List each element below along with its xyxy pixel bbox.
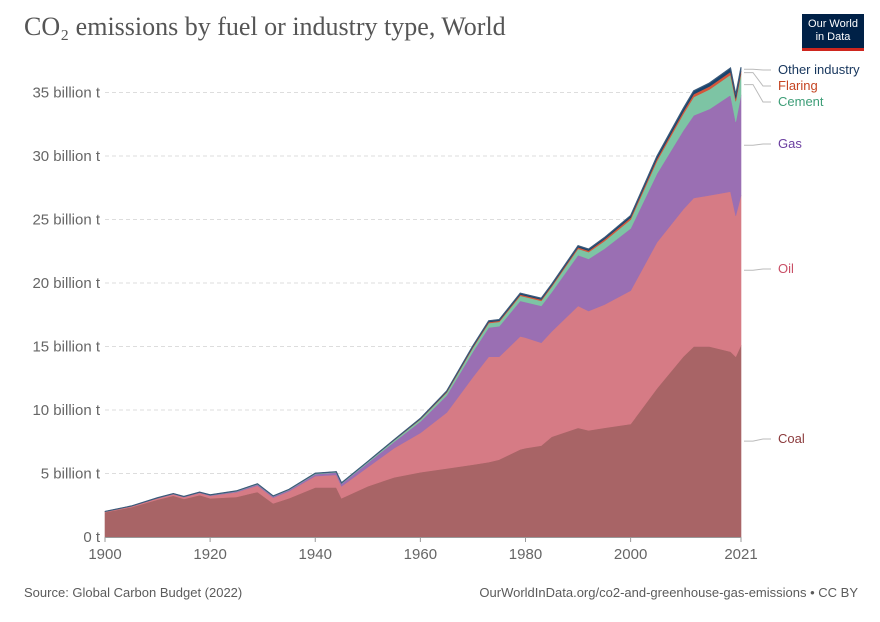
y-tick-label: 10 billion t	[32, 402, 100, 419]
label-connector-oil	[744, 268, 771, 271]
owid-logo[interactable]: Our World in Data	[802, 14, 864, 51]
x-tick-label: 1980	[509, 546, 542, 563]
series-label-coal: Coal	[778, 431, 805, 446]
label-connector-other-industry	[744, 68, 771, 71]
y-tick-label: 15 billion t	[32, 339, 100, 356]
label-connector-flaring	[744, 72, 771, 87]
logo-line-2: in Data	[815, 31, 851, 43]
x-tick-label: 1960	[404, 546, 437, 563]
label-connector-cement	[744, 84, 771, 103]
x-tick-label: 2021	[724, 546, 757, 563]
x-tick-label: 1920	[193, 546, 226, 563]
x-axis: 1900 1920 1940 1960 1980 2000 2021	[88, 537, 758, 563]
chart-area: 0 t 5 billion t 10 billion t 15 billion t 20…	[32, 62, 860, 563]
x-tick-label: 1940	[299, 546, 332, 563]
chart-title: CO₂ emissions by fuel or industry type, …	[24, 12, 506, 41]
x-tick-label: 2000	[614, 546, 647, 563]
y-tick-label: 0 t	[83, 529, 101, 546]
y-tick-label: 20 billion t	[32, 275, 100, 292]
label-connector-coal	[744, 438, 771, 442]
series-label-cement: Cement	[778, 94, 824, 109]
series-label-other-industry: Other industry	[778, 62, 860, 77]
series-label-gas: Gas	[778, 136, 802, 151]
label-connector-gas	[744, 143, 771, 146]
y-tick-label: 25 billion t	[32, 212, 100, 229]
logo-line-1: Our World	[808, 18, 858, 30]
y-tick-label: 5 billion t	[41, 466, 101, 483]
y-tick-label: 30 billion t	[32, 148, 100, 165]
total-outline	[104, 66, 742, 513]
series-label-flaring: Flaring	[778, 78, 818, 93]
source-note: Source: Global Carbon Budget (2022)	[24, 585, 243, 600]
y-tick-label: 35 billion t	[32, 85, 100, 102]
y-axis: 0 t 5 billion t 10 billion t 15 billion t 20…	[32, 85, 100, 547]
logo-accent-bar	[802, 48, 864, 51]
series-label-oil: Oil	[778, 261, 794, 276]
x-tick-label: 1900	[88, 546, 121, 563]
stacked-areas	[104, 66, 742, 538]
source-link[interactable]: OurWorldInData.org/co2-and-greenhouse-ga…	[479, 585, 858, 600]
